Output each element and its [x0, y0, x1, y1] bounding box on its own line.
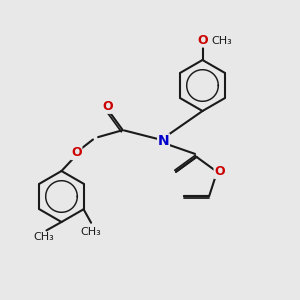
Text: O: O	[197, 34, 208, 47]
Text: CH₃: CH₃	[33, 232, 54, 242]
Text: N: N	[158, 134, 169, 148]
Text: O: O	[71, 146, 82, 160]
Text: O: O	[214, 165, 225, 178]
Text: O: O	[103, 100, 113, 113]
Text: CH₃: CH₃	[211, 35, 232, 46]
Text: CH₃: CH₃	[81, 227, 101, 237]
